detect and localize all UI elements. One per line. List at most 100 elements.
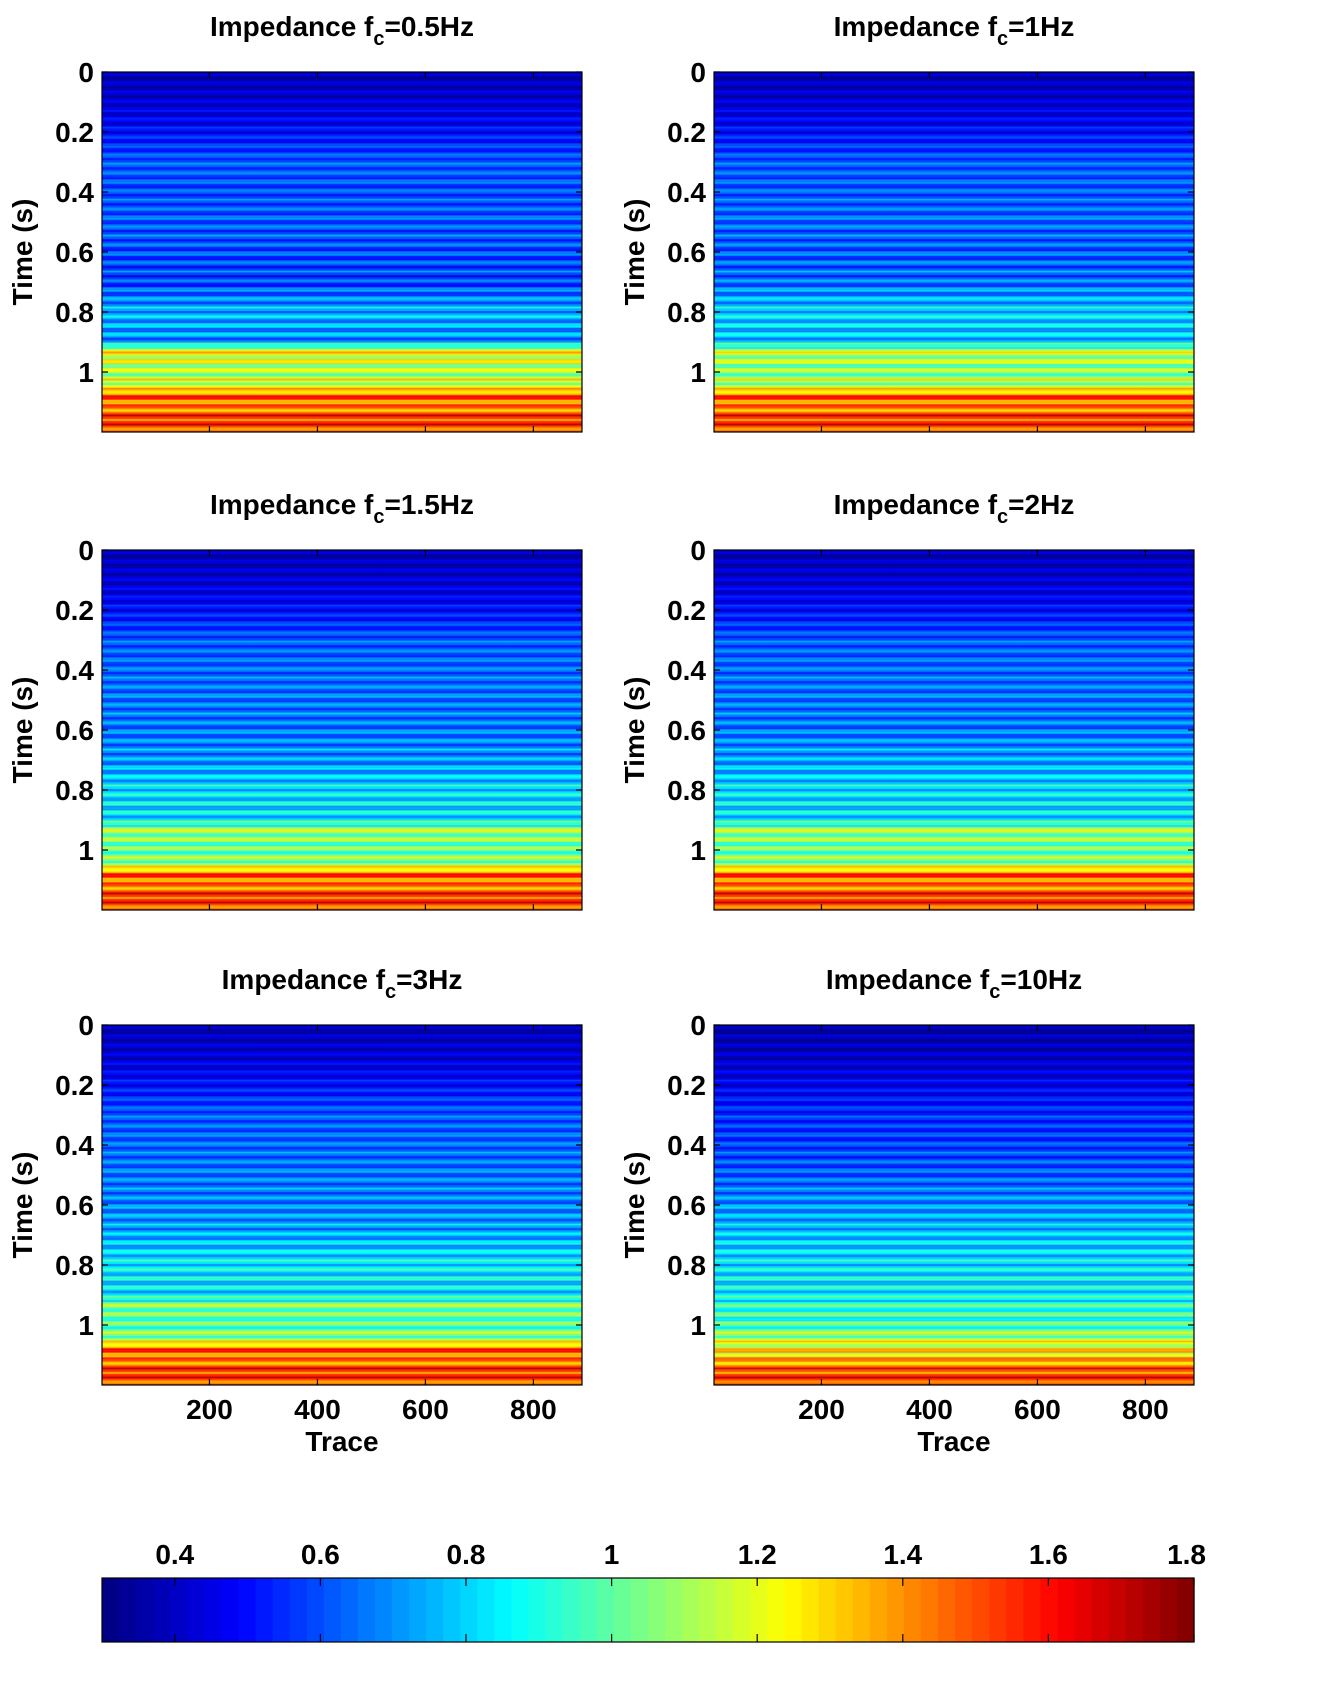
panel-1: Impedance fc=0.5Hz 0 0.2 0.4 0.6 0.8 1 Time (s) — [7, 11, 583, 433]
x-tick-label: 400 — [906, 1394, 953, 1425]
y-tick-label: 0.2 — [667, 595, 706, 626]
y-tick-label: 0.4 — [667, 655, 706, 686]
colorbar-swatch — [238, 1578, 257, 1642]
panel-title: Impedance fc=1Hz — [834, 11, 1075, 50]
colorbar-tick-label: 0.6 — [301, 1539, 340, 1570]
panel-title: Impedance fc=0.5Hz — [210, 11, 474, 50]
colorbar-swatch — [545, 1578, 564, 1642]
colorbar-swatch — [767, 1578, 786, 1642]
colorbar-swatch — [716, 1578, 734, 1642]
colorbar-swatch — [989, 1578, 1007, 1642]
y-tick-label: 0.4 — [55, 177, 94, 208]
colorbar-swatch — [443, 1578, 461, 1642]
colorbar-swatch — [204, 1578, 223, 1642]
panel-3: Impedance fc=1.5Hz 0 0.2 0.4 0.6 0.8 1 Time (s) — [7, 489, 583, 911]
x-tick-label: 800 — [510, 1394, 557, 1425]
colorbar: 0.4 0.6 0.8 1 1.2 1.4 1.6 1.8 — [101, 1539, 1206, 1643]
colorbar-swatch — [972, 1578, 990, 1642]
colorbar-tick-label: 0.8 — [447, 1539, 486, 1570]
colorbar-swatch — [1091, 1578, 1110, 1642]
y-axis-label: Time (s) — [7, 677, 38, 784]
colorbar-frame — [101, 1577, 1195, 1643]
heatmap-image — [714, 550, 1194, 910]
colorbar-tick-label: 1.2 — [738, 1539, 777, 1570]
y-tick-label: 0.2 — [55, 1070, 94, 1101]
colorbar-swatch — [323, 1578, 342, 1642]
y-tick-label: 0.4 — [55, 655, 94, 686]
colorbar-swatch — [938, 1578, 956, 1642]
colorbar-swatch — [682, 1578, 700, 1642]
panel-title: Impedance fc=1.5Hz — [210, 489, 474, 528]
x-tick-label: 400 — [294, 1394, 341, 1425]
colorbar-swatch — [289, 1578, 308, 1642]
colorbar-tick-label: 1.4 — [883, 1539, 922, 1570]
x-tick-label: 200 — [798, 1394, 845, 1425]
y-tick-label: 1 — [78, 357, 94, 388]
y-tick-label: 0.8 — [55, 775, 94, 806]
x-axis-label: Trace — [305, 1426, 378, 1457]
y-tick-label: 0.2 — [667, 1070, 706, 1101]
y-tick-label: 0.2 — [55, 595, 94, 626]
y-tick-label: 0 — [690, 57, 706, 88]
colorbar-swatch — [835, 1578, 854, 1642]
colorbar-swatch — [357, 1578, 376, 1642]
colorbar-swatch — [1176, 1578, 1195, 1642]
y-axis-label: Time (s) — [619, 1152, 650, 1259]
colorbar-swatch — [392, 1578, 410, 1642]
x-tick-label: 600 — [402, 1394, 449, 1425]
y-tick-label: 0.6 — [667, 237, 706, 268]
colorbar-swatch — [1159, 1578, 1178, 1642]
y-tick-label: 0 — [690, 1010, 706, 1041]
colorbar-swatch — [613, 1578, 632, 1642]
y-tick-label: 0 — [78, 57, 94, 88]
colorbar-swatch — [409, 1578, 427, 1642]
x-tick-label: 800 — [1122, 1394, 1169, 1425]
colorbar-swatch — [136, 1578, 154, 1642]
panel-title: Impedance fc=10Hz — [826, 964, 1082, 1003]
x-tick-label: 200 — [186, 1394, 233, 1425]
y-tick-label: 0.8 — [667, 1250, 706, 1281]
colorbar-tick-label: 0.4 — [155, 1539, 194, 1570]
heatmap-image — [102, 72, 582, 432]
colorbar-tick-label: 1.6 — [1029, 1539, 1068, 1570]
colorbar-swatch — [955, 1578, 973, 1642]
y-tick-label: 0 — [690, 535, 706, 566]
colorbar-swatch — [1006, 1578, 1024, 1642]
y-tick-label: 1 — [690, 357, 706, 388]
colorbar-swatch — [511, 1578, 530, 1642]
colorbar-swatch — [1074, 1578, 1093, 1642]
x-tick-label: 600 — [1014, 1394, 1061, 1425]
panel-5: Impedance fc=3Hz 0 0.2 0.4 0.6 0.8 1 200 400 600 8… — [7, 964, 583, 1457]
y-tick-label: 1 — [690, 1310, 706, 1341]
heatmap-image — [714, 72, 1194, 432]
colorbar-swatch — [596, 1578, 615, 1642]
colorbar-swatch — [869, 1578, 888, 1642]
colorbar-swatch — [921, 1578, 939, 1642]
colorbar-swatch — [306, 1578, 325, 1642]
colorbar-swatch — [886, 1578, 905, 1642]
y-tick-label: 0.8 — [55, 297, 94, 328]
colorbar-swatch — [818, 1578, 837, 1642]
colorbar-swatch — [579, 1578, 598, 1642]
y-tick-label: 0 — [78, 535, 94, 566]
colorbar-swatch — [648, 1578, 666, 1642]
colorbar-swatch — [1040, 1578, 1059, 1642]
colorbar-swatch — [153, 1578, 171, 1642]
panel-title: Impedance fc=2Hz — [834, 489, 1075, 528]
colorbar-swatch — [1125, 1578, 1144, 1642]
y-tick-label: 0.2 — [55, 117, 94, 148]
colorbar-swatch — [1108, 1578, 1127, 1642]
colorbar-swatch — [665, 1578, 683, 1642]
y-axis-label: Time (s) — [7, 199, 38, 306]
y-axis-label: Time (s) — [619, 199, 650, 306]
colorbar-swatch — [733, 1578, 751, 1642]
y-tick-label: 0.2 — [667, 117, 706, 148]
y-tick-label: 0.4 — [55, 1130, 94, 1161]
colorbar-swatch — [119, 1578, 137, 1642]
y-axis-label: Time (s) — [619, 677, 650, 784]
x-axis-label: Trace — [917, 1426, 990, 1457]
colorbar-swatch — [494, 1578, 513, 1642]
colorbar-swatch — [375, 1578, 393, 1642]
y-tick-label: 0.6 — [667, 1190, 706, 1221]
